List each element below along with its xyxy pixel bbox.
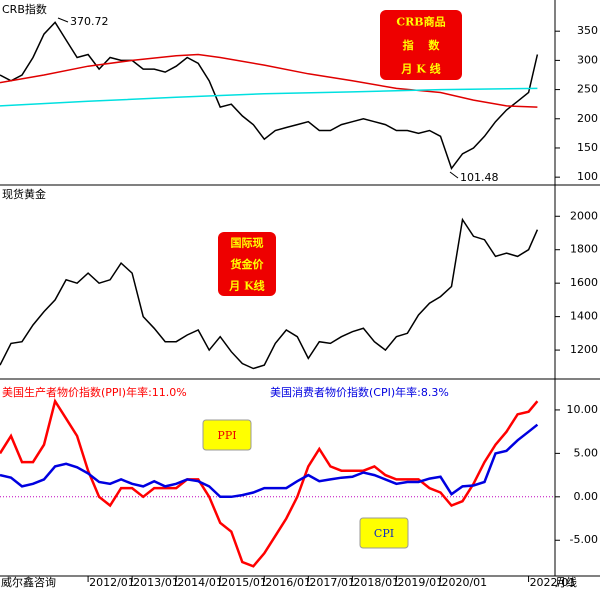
label-box-text: 货金价 bbox=[230, 257, 265, 271]
y-tick-label: 5.00 bbox=[574, 446, 599, 459]
series-line bbox=[0, 87, 538, 107]
y-tick-label: 100 bbox=[577, 170, 598, 183]
label-box bbox=[380, 10, 462, 80]
label-box-text: 月 K线 bbox=[228, 278, 264, 292]
tag-text: CPI bbox=[374, 527, 394, 540]
annotation-pointer bbox=[449, 171, 459, 179]
y-tick-label: 150 bbox=[577, 141, 598, 154]
series-line bbox=[0, 423, 539, 499]
x-tick-label: 2012/01 bbox=[89, 576, 135, 589]
x-tick-label: 2022/01 bbox=[530, 576, 576, 589]
tag-box bbox=[359, 517, 409, 549]
y-tick-label: 10.00 bbox=[567, 403, 599, 416]
tag-box bbox=[202, 419, 252, 451]
tag-text: PPI bbox=[217, 429, 236, 442]
period-label: 月线 bbox=[555, 575, 577, 589]
y-tick-label: 2000 bbox=[570, 209, 598, 222]
legend-entry: 美国消费者物价指数(CPI)年率:8.3% bbox=[270, 385, 449, 399]
y-tick-label: 250 bbox=[577, 83, 598, 96]
annotation: 370.72 bbox=[70, 15, 109, 28]
y-tick-label: 350 bbox=[577, 24, 598, 37]
x-tick-label: 2020/01 bbox=[441, 576, 487, 589]
x-tick-label: 2019/01 bbox=[397, 576, 443, 589]
panel-title: 现货黄金 bbox=[2, 187, 46, 201]
y-tick-label: 1400 bbox=[570, 310, 598, 323]
y-tick-label: -5.00 bbox=[570, 533, 598, 546]
x-tick-label: 2014/01 bbox=[177, 576, 223, 589]
x-tick-label: 2018/01 bbox=[353, 576, 399, 589]
series-line bbox=[0, 21, 539, 170]
y-tick-label: 0.00 bbox=[574, 490, 599, 503]
y-tick-label: 300 bbox=[577, 53, 598, 66]
y-tick-label: 1600 bbox=[570, 276, 598, 289]
label-box-text: 国际现 bbox=[231, 236, 264, 250]
label-box bbox=[218, 232, 276, 296]
x-tick-label: 2015/01 bbox=[221, 576, 267, 589]
x-tick-label: 2013/01 bbox=[133, 576, 179, 589]
series-line bbox=[0, 217, 539, 370]
label-box-text: 指 数 bbox=[403, 38, 441, 52]
label-box-text: CRB商品 bbox=[396, 15, 445, 29]
annotation: 101.48 bbox=[460, 171, 499, 184]
y-tick-label: 1200 bbox=[570, 343, 598, 356]
legend-entry: 美国生产者物价指数(PPI)年率:11.0% bbox=[2, 385, 187, 399]
annotation-pointer bbox=[57, 17, 69, 23]
series-line bbox=[0, 53, 538, 108]
panel-title: CRB指数 bbox=[2, 2, 47, 16]
label-box-text: 月 K 线 bbox=[400, 61, 440, 75]
x-tick-label: 2016/01 bbox=[265, 576, 311, 589]
source: 威尔鑫咨询 bbox=[1, 575, 56, 589]
y-tick-label: 200 bbox=[577, 112, 598, 125]
y-tick-label: 1800 bbox=[570, 243, 598, 256]
x-tick-label: 2017/01 bbox=[309, 576, 355, 589]
